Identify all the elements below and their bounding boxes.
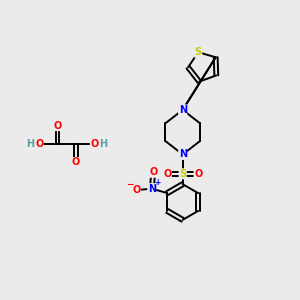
Text: O: O [72,158,80,167]
Text: H: H [99,139,107,149]
Text: S: S [179,169,186,179]
Text: N: N [178,149,187,160]
Text: N: N [148,184,156,194]
Text: +: + [154,178,161,187]
Text: O: O [35,139,43,149]
Text: O: O [90,139,98,149]
Text: O: O [149,167,158,177]
Text: S: S [195,47,202,57]
Text: −: − [126,180,134,189]
Text: N: N [178,105,187,115]
Text: O: O [194,169,202,179]
Text: O: O [132,185,140,195]
Text: H: H [26,139,34,149]
Text: O: O [163,169,171,179]
Text: O: O [53,121,62,130]
